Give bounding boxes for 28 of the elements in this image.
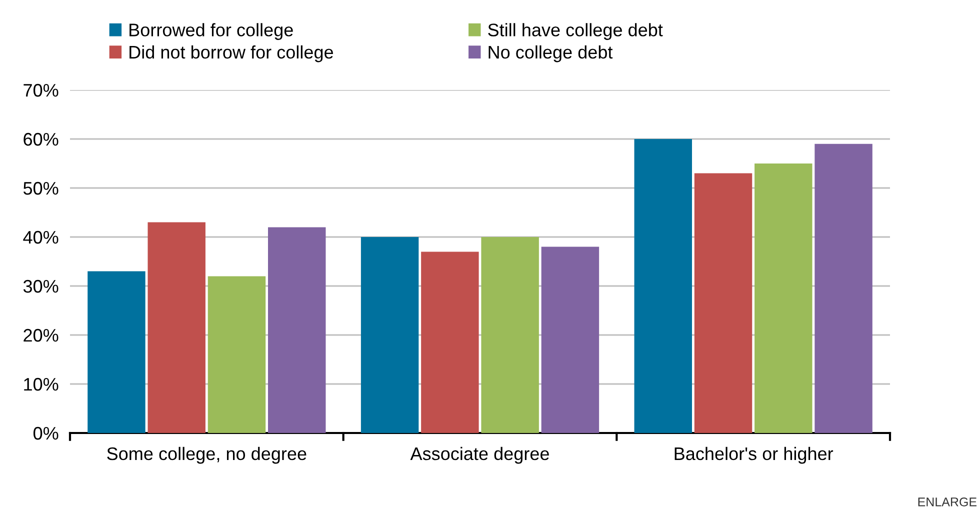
y-tick-label: 30% bbox=[23, 280, 58, 293]
bar bbox=[481, 237, 539, 433]
bar bbox=[88, 271, 146, 433]
y-tick-label: 0% bbox=[34, 426, 58, 440]
bar bbox=[754, 164, 812, 433]
y-tick-label: 40% bbox=[23, 230, 58, 244]
y-tick-label: 10% bbox=[24, 378, 58, 391]
y-tick-label: 60% bbox=[24, 132, 58, 146]
bar bbox=[148, 222, 206, 433]
legend-label: Borrowed for college bbox=[130, 23, 293, 40]
y-tick-label: 70% bbox=[24, 84, 58, 97]
y-tick-label: 20% bbox=[24, 328, 58, 342]
x-tick-label: Associate degree bbox=[410, 446, 549, 464]
bar bbox=[634, 139, 692, 433]
x-tick-label: Some college, no degree bbox=[107, 446, 306, 464]
bar bbox=[694, 173, 752, 433]
legend-label: No college debt bbox=[488, 45, 613, 62]
bar bbox=[360, 237, 419, 433]
text: ENLARGE bbox=[918, 498, 977, 506]
bar bbox=[421, 252, 479, 433]
bar bbox=[814, 144, 872, 433]
legend-label: Still have college debt bbox=[488, 23, 663, 40]
bar bbox=[541, 246, 600, 433]
bar bbox=[208, 276, 266, 433]
x-tick-label: Bachelor's or higher bbox=[674, 446, 834, 464]
bar bbox=[268, 227, 326, 433]
y-tick-label: 50% bbox=[23, 182, 58, 195]
legend-label: Did not borrow for college bbox=[130, 45, 334, 62]
